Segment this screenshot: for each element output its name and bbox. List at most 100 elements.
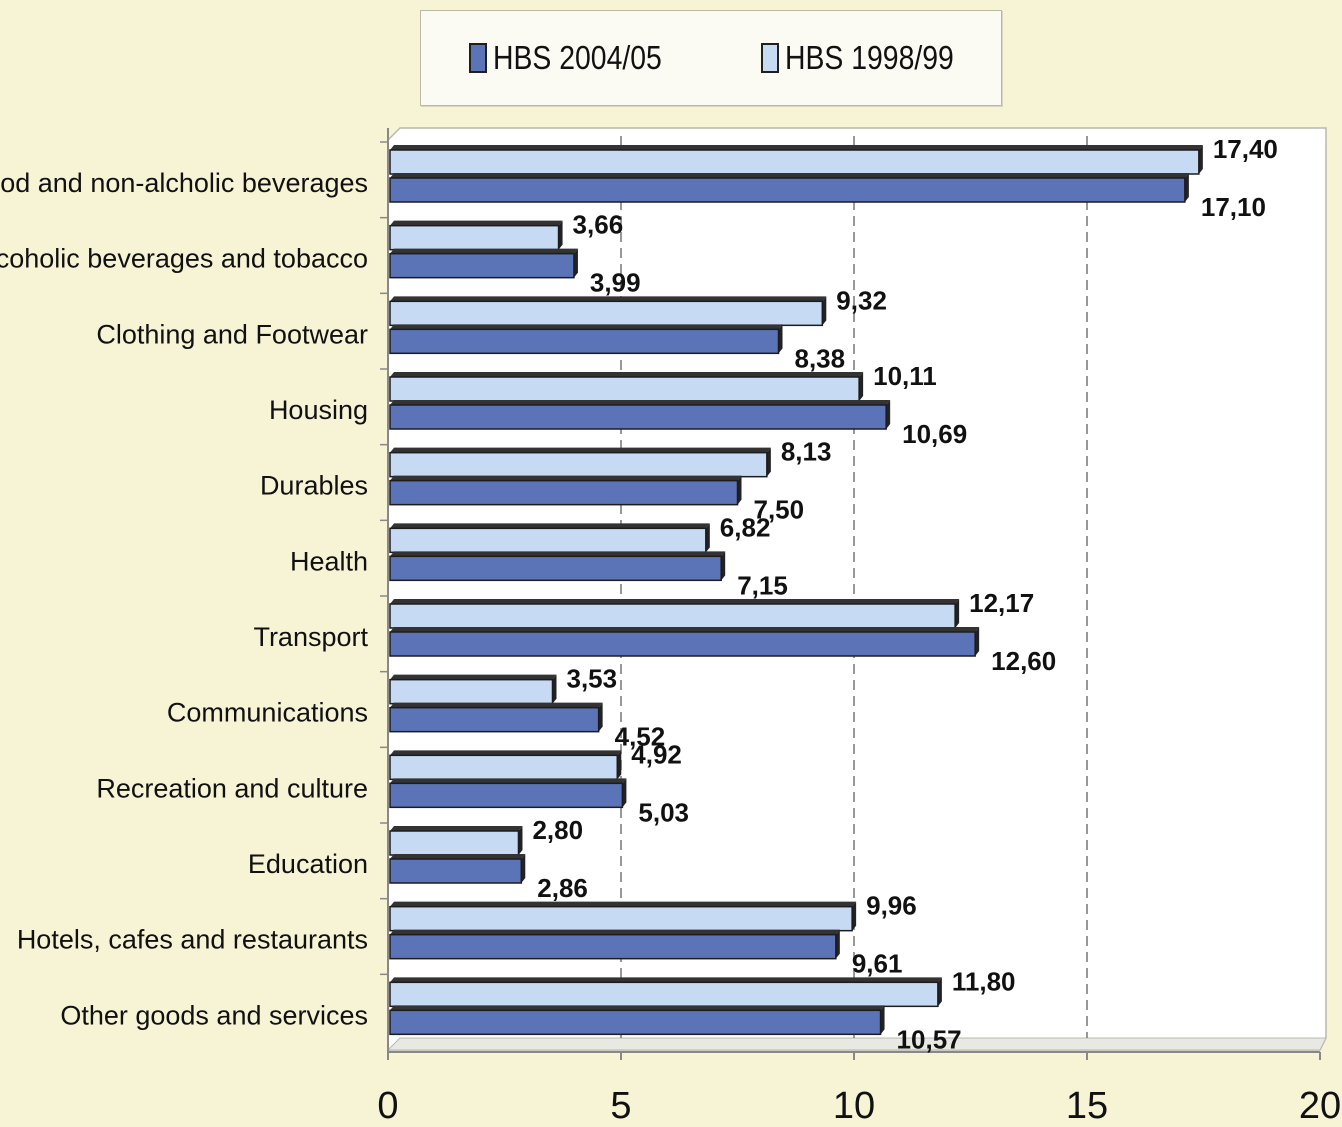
category-label-housing: Housing [269, 395, 368, 425]
value-label-hbs-2004-05-alcoholic-beverages-and-tobacco: 3,99 [590, 268, 641, 298]
bar-hbs-1998-99-durables-side [766, 447, 771, 477]
bar-hbs-1998-99-other-goods-and-services-top [390, 977, 942, 983]
bar-hbs-1998-99-education [389, 830, 520, 856]
bar-hbs-1998-99-education-side [518, 826, 523, 855]
bar-hbs-2004-05-durables-top [390, 475, 742, 481]
bar-hbs-1998-99-recreation-and-culture [389, 754, 619, 781]
bar-hbs-1998-99-hotels-cafes-and-restaurants [389, 905, 853, 932]
category-label-health: Health [290, 546, 368, 576]
bar-hbs-2004-05-alcoholic-beverages-and-tobacco-side [573, 248, 578, 278]
bar-hbs-1998-99-recreation-and-culture-top [390, 750, 622, 756]
category-label-transport: Transport [253, 622, 368, 652]
category-label-durables: Durables [260, 471, 368, 501]
value-label-hbs-2004-05-housing: 10,69 [902, 419, 967, 449]
value-label-hbs-1998-99-housing: 10,11 [873, 361, 937, 391]
bar-hbs-2004-05-alcoholic-beverages-and-tobacco-top [390, 248, 578, 254]
value-label-hbs-1998-99-hotels-cafes-and-restaurants: 9,96 [866, 891, 917, 921]
value-label-hbs-2004-05-transport: 12,60 [991, 646, 1056, 676]
category-label-recreation-and-culture: Recreation and culture [96, 773, 368, 803]
bar-hbs-2004-05-other-goods-and-services-top [390, 1005, 885, 1011]
bar-hbs-1998-99-hotels-cafes-and-restaurants-top [390, 901, 857, 907]
bar-hbs-1998-99-health-top [390, 523, 710, 529]
bar-hbs-1998-99-hotels-cafes-and-restaurants-side [852, 901, 857, 931]
value-label-hbs-2004-05-health: 7,15 [737, 570, 788, 600]
bar-hbs-1998-99-clothing-and-footwear-side [822, 296, 827, 326]
legend-item-hbs-2004-05: HBS 2004/05 [469, 39, 689, 77]
bar-hbs-2004-05-housing-side [886, 400, 891, 429]
category-label-hotels-cafes-and-restaurants: Hotels, cafes and restaurants [17, 925, 368, 955]
bar-hbs-2004-05-food-and-non-alcholic-beverages-side [1184, 173, 1189, 202]
bar-hbs-2004-05-other-goods-and-services-side [880, 1005, 885, 1035]
bar-hbs-1998-99-housing-side [859, 372, 864, 401]
value-label-hbs-1998-99-food-and-non-alcholic-beverages: 17,40 [1213, 134, 1278, 164]
legend-label-hbs-2004-05: HBS 2004/05 [493, 39, 662, 76]
bar-hbs-1998-99-transport-top [390, 599, 960, 604]
value-label-hbs-2004-05-food-and-non-alcholic-beverages: 17,10 [1201, 192, 1266, 222]
bar-hbs-2004-05-hotels-cafes-and-restaurants [389, 933, 837, 960]
bar-hbs-2004-05-alcoholic-beverages-and-tobacco [389, 252, 575, 279]
category-label-food-and-non-alcholic-beverages: Food and non-alcholic beverages [0, 168, 368, 198]
value-label-hbs-1998-99-durables: 8,13 [781, 437, 832, 467]
value-label-hbs-1998-99-alcoholic-beverages-and-tobacco: 3,66 [573, 210, 624, 240]
bar-hbs-2004-05-transport [389, 631, 976, 657]
value-label-hbs-2004-05-education: 2,86 [537, 873, 588, 903]
bar-hbs-1998-99-other-goods-and-services-side [937, 977, 942, 1007]
bar-hbs-2004-05-durables-side [737, 475, 742, 505]
legend-label-hbs-1998-99: HBS 1998/99 [785, 39, 954, 76]
bar-hbs-1998-99-food-and-non-alcholic-beverages-top [390, 145, 1203, 150]
bar-hbs-2004-05-health-top [390, 551, 726, 557]
legend: HBS 2004/05 HBS 1998/99 [420, 10, 1002, 106]
bar-hbs-1998-99-transport-side [955, 599, 960, 628]
category-label-alcoholic-beverages-and-tobacco: Alcoholic beverages and tobacco [0, 244, 368, 274]
category-label-communications: Communications [167, 698, 368, 728]
bar-hbs-1998-99-health [389, 527, 707, 554]
bar-hbs-1998-99-education-top [390, 826, 523, 831]
bar-hbs-1998-99-alcoholic-beverages-and-tobacco-top [390, 220, 563, 226]
legend-swatch-hbs-1998-99 [761, 43, 779, 73]
value-label-hbs-2004-05-communications: 4,52 [615, 722, 666, 752]
x-tick-label-0: 0 [377, 1085, 398, 1127]
bar-hbs-2004-05-housing [389, 404, 887, 430]
bar-hbs-2004-05-food-and-non-alcholic-beverages [389, 177, 1186, 203]
bar-hbs-2004-05-education [389, 858, 523, 884]
bar-hbs-1998-99-durables [389, 451, 768, 478]
value-label-hbs-2004-05-clothing-and-footwear: 8,38 [795, 343, 846, 373]
value-label-hbs-2004-05-recreation-and-culture: 5,03 [638, 797, 689, 827]
bar-hbs-1998-99-alcoholic-beverages-and-tobacco [389, 224, 560, 251]
bar-hbs-1998-99-communications [389, 678, 554, 705]
bar-hbs-1998-99-communications-side [552, 674, 557, 704]
bar-hbs-1998-99-alcoholic-beverages-and-tobacco-side [558, 220, 563, 250]
bar-hbs-2004-05-health-side [721, 551, 726, 581]
bar-hbs-2004-05-education-side [521, 854, 526, 883]
bar-hbs-2004-05-hotels-cafes-and-restaurants-top [390, 929, 840, 935]
value-label-hbs-1998-99-communications: 3,53 [566, 664, 617, 694]
bar-hbs-2004-05-recreation-and-culture-top [390, 778, 627, 784]
legend-swatch-hbs-2004-05 [469, 43, 487, 73]
bar-hbs-1998-99-health-side [705, 523, 710, 553]
bar-hbs-1998-99-communications-top [390, 674, 557, 680]
bar-hbs-2004-05-transport-side [975, 627, 980, 656]
bar-hbs-1998-99-housing-top [390, 372, 864, 377]
plot-floor [386, 1037, 1327, 1051]
bar-hbs-2004-05-education-top [390, 854, 526, 859]
x-tick-label-10: 10 [833, 1085, 875, 1127]
bar-hbs-2004-05-communications-top [390, 702, 603, 708]
category-label-clothing-and-footwear: Clothing and Footwear [96, 319, 368, 349]
bar-hbs-1998-99-food-and-non-alcholic-beverages [389, 149, 1200, 175]
bar-hbs-2004-05-housing-top [390, 400, 891, 405]
value-label-hbs-1998-99-transport: 12,17 [969, 588, 1034, 618]
bar-hbs-2004-05-communications [389, 706, 600, 733]
bar-hbs-2004-05-clothing-and-footwear [389, 328, 780, 355]
value-label-hbs-2004-05-other-goods-and-services: 10,57 [897, 1024, 962, 1054]
bar-hbs-2004-05-transport-top [390, 627, 980, 632]
bar-hbs-2004-05-clothing-and-footwear-top [390, 324, 783, 330]
bar-hbs-2004-05-durables [389, 479, 739, 506]
bar-hbs-1998-99-other-goods-and-services [389, 981, 939, 1008]
legend-item-hbs-1998-99: HBS 1998/99 [761, 39, 981, 77]
bar-hbs-2004-05-hotels-cafes-and-restaurants-side [835, 929, 840, 959]
bar-hbs-1998-99-durables-top [390, 447, 771, 453]
value-label-hbs-2004-05-hotels-cafes-and-restaurants: 9,61 [852, 949, 903, 979]
bar-hbs-2004-05-other-goods-and-services [389, 1009, 882, 1036]
bar-hbs-1998-99-food-and-non-alcholic-beverages-side [1198, 145, 1203, 174]
